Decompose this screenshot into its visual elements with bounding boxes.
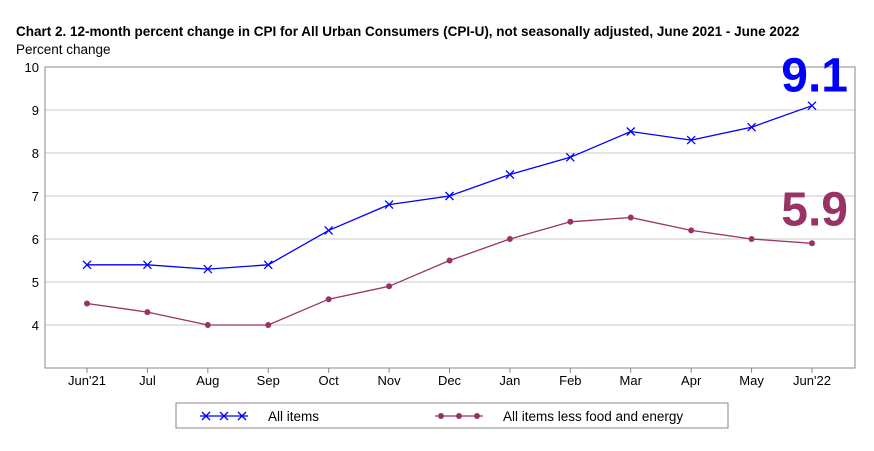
y-tick-label: 5 — [32, 275, 39, 290]
chart-title: Chart 2. 12-month percent change in CPI … — [16, 24, 800, 39]
circle-marker — [688, 227, 695, 234]
x-marker-stroke — [505, 170, 515, 179]
plot-frame — [44, 66, 856, 369]
series-all-items: 9.1 — [82, 50, 848, 274]
x-tick-label: Feb — [559, 373, 581, 388]
x-marker — [445, 191, 454, 201]
x-marker — [237, 411, 247, 421]
x-marker — [82, 260, 92, 270]
y-tick-label: 4 — [32, 318, 39, 333]
x-tick-label: Nov — [378, 373, 402, 388]
circle-marker — [748, 236, 755, 242]
x-marker — [219, 411, 229, 421]
x-marker — [565, 152, 575, 162]
legend-label: All items less food and energy — [503, 409, 683, 424]
x-tick-label: Sep — [257, 373, 280, 388]
x-marker-stroke — [747, 122, 757, 132]
x-marker-stroke — [445, 191, 454, 201]
x-marker-stroke — [807, 101, 817, 111]
x-marker-stroke — [324, 225, 334, 235]
x-marker — [201, 411, 211, 421]
x-marker-stroke — [82, 260, 92, 270]
x-marker — [747, 122, 757, 132]
x-marker — [203, 264, 213, 274]
x-marker-stroke — [203, 264, 213, 274]
circle-marker — [456, 413, 462, 419]
x-marker — [384, 200, 394, 210]
end-value-label: 5.9 — [781, 183, 848, 236]
x-marker — [505, 170, 515, 179]
x-marker-stroke — [565, 152, 575, 162]
circle-marker — [567, 218, 574, 225]
y-tick-label: 6 — [32, 232, 39, 247]
x-marker — [686, 135, 696, 145]
x-marker-stroke — [384, 200, 394, 210]
x-tick-label: Jun'21 — [68, 373, 106, 388]
circle-marker — [446, 257, 453, 264]
series-core: 5.9 — [84, 183, 848, 328]
y-axis-label: Percent change — [16, 42, 111, 57]
y-tick-label: 9 — [32, 103, 39, 118]
x-marker — [324, 225, 334, 235]
legend-item: All items less food and energy — [435, 409, 683, 424]
x-marker — [263, 260, 273, 270]
series-line — [87, 105, 813, 270]
circle-marker — [474, 413, 480, 419]
end-value-label: 9.1 — [781, 50, 848, 103]
x-marker-stroke — [626, 127, 636, 136]
circle-marker — [438, 413, 444, 419]
y-tick-label: 7 — [32, 189, 39, 204]
circle-marker — [144, 309, 151, 316]
x-marker — [626, 127, 636, 136]
circle-marker — [809, 240, 815, 247]
circle-marker — [506, 236, 513, 242]
circle-marker — [386, 283, 393, 290]
x-marker-stroke — [142, 260, 152, 270]
x-marker-stroke — [263, 260, 273, 270]
x-marker-stroke — [201, 411, 211, 421]
circle-marker — [204, 322, 211, 328]
x-marker-stroke — [219, 411, 229, 421]
circle-marker — [265, 322, 272, 328]
x-tick-label: Mar — [620, 373, 643, 388]
x-tick-label: Aug — [196, 373, 219, 388]
circle-marker — [627, 214, 634, 221]
x-tick-label: Dec — [438, 373, 462, 388]
x-marker-stroke — [686, 135, 696, 145]
x-tick-label: Jan — [499, 373, 520, 388]
circle-marker — [84, 300, 90, 307]
x-marker — [807, 101, 817, 111]
legend-item: All items — [200, 409, 319, 424]
legend-label: All items — [268, 409, 319, 424]
x-tick-label: Apr — [681, 373, 702, 388]
x-marker — [142, 260, 152, 270]
series-line — [86, 216, 813, 326]
x-tick-label: May — [739, 373, 764, 388]
x-tick-label: Oct — [319, 373, 340, 388]
y-tick-label: 8 — [32, 146, 39, 161]
x-marker-stroke — [237, 411, 247, 421]
x-tick-label: Jul — [139, 373, 156, 388]
y-tick-label: 10 — [25, 60, 39, 75]
circle-marker — [325, 296, 332, 303]
x-tick-label: Jun'22 — [793, 373, 831, 388]
